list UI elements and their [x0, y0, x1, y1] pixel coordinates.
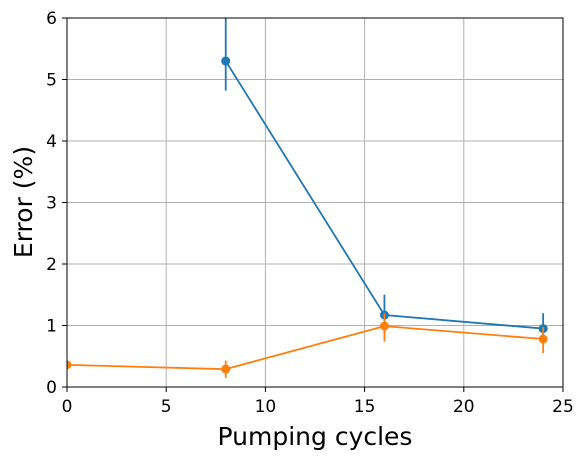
- x-tick-label: 25: [552, 397, 574, 417]
- y-tick-label: 5: [46, 71, 57, 91]
- x-tick-label: 10: [255, 397, 277, 417]
- data-point: [221, 56, 231, 66]
- series-1: [221, 18, 548, 343]
- data-point: [221, 364, 231, 374]
- y-axis-label: Error (%): [9, 146, 38, 258]
- data-point: [538, 334, 548, 344]
- series-line: [67, 325, 544, 371]
- y-tick-label: 4: [46, 132, 57, 152]
- x-axis-label: Pumping cycles: [218, 422, 413, 451]
- x-tick-label: 20: [453, 397, 475, 417]
- y-tick-label: 0: [46, 378, 57, 398]
- y-tick-label: 2: [46, 255, 57, 275]
- series-2: [67, 313, 548, 378]
- y-tick-label: 3: [46, 194, 57, 214]
- data-point: [379, 321, 389, 331]
- data-point: [67, 360, 72, 370]
- y-tick-label: 1: [46, 317, 57, 337]
- x-tick-label: 5: [161, 397, 172, 417]
- series-layer: [67, 18, 548, 378]
- x-tick-label: 0: [62, 397, 73, 417]
- series-line: [224, 60, 544, 330]
- x-tick-label: 15: [354, 397, 376, 417]
- y-tick-label: 6: [46, 9, 57, 29]
- ticks: 0 5 10 15 20 25 0 1 2 3 4 5 6: [46, 9, 574, 417]
